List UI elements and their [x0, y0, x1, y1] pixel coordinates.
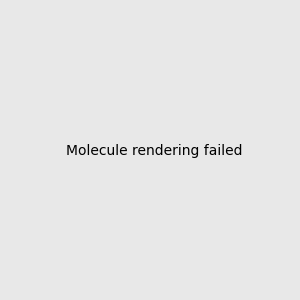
Text: Molecule rendering failed: Molecule rendering failed [65, 145, 242, 158]
